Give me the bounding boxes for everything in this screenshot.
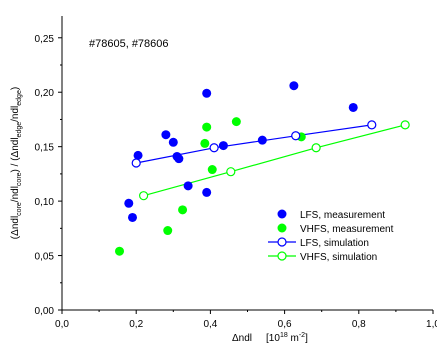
data-point — [200, 138, 210, 148]
data-point — [131, 158, 141, 168]
data-point — [311, 143, 321, 153]
y-tick-label: 0,05 — [35, 252, 55, 263]
x-tick-label: 1,0 — [426, 319, 437, 330]
data-point — [291, 131, 301, 141]
data-point — [115, 246, 125, 256]
x-tick-label: 0,2 — [129, 319, 143, 330]
legend-marker — [277, 209, 287, 219]
y-axis-label: (Δndlcore/ndlcore) / (Δndledge/ndledge) — [10, 87, 23, 239]
legend-label: LFS, simulation — [300, 238, 369, 249]
data-point — [168, 137, 178, 147]
tick-layer: 0,00 0,05 0,10 0,15 0,20 0,25 0,0 0,2 0,4 0,6 0,8 1… — [35, 34, 437, 330]
data-point — [127, 212, 137, 222]
data-point — [257, 135, 267, 145]
data-point — [133, 150, 143, 160]
data-point — [178, 205, 188, 215]
data-point — [348, 102, 358, 112]
data-point — [202, 187, 212, 197]
x-tick-label: 0,6 — [278, 319, 292, 330]
y-tick-label: 0,10 — [35, 197, 55, 208]
data-point — [161, 130, 171, 140]
data-point — [218, 141, 228, 151]
data-point — [139, 191, 149, 201]
data-point — [174, 154, 184, 164]
data-point — [163, 226, 173, 236]
data-point — [367, 120, 377, 130]
y-tick-label: 0,00 — [35, 306, 55, 317]
legend: LFS, measurement VHFS, measurement LFS, si… — [268, 209, 394, 263]
data-point — [226, 167, 236, 177]
data-point — [289, 81, 299, 91]
data-point — [209, 143, 219, 153]
data-point — [400, 120, 410, 130]
data-point — [202, 122, 212, 132]
legend-marker — [277, 237, 287, 247]
series-points — [115, 81, 410, 256]
data-point — [207, 165, 217, 175]
y-tick-label: 0,15 — [35, 143, 55, 154]
chart-annotation: #78605, #78606 — [89, 38, 169, 50]
x-axis-label: Δndl [1018 m-2] — [232, 332, 308, 344]
axes — [61, 16, 433, 311]
data-point — [231, 117, 241, 127]
legend-label: VHFS, simulation — [300, 252, 377, 263]
x-tick-label: 0,4 — [203, 319, 217, 330]
x-tick-label: 0,0 — [55, 319, 69, 330]
y-axis-label-text: (Δndlcore/ndlcore) / (Δndledge/ndledge) — [10, 87, 23, 239]
y-tick-label: 0,20 — [35, 88, 55, 99]
y-tick-label: 0,25 — [35, 34, 55, 45]
data-point — [202, 88, 212, 98]
data-point — [124, 198, 134, 208]
legend-marker — [277, 251, 287, 261]
x-axis-label-text: Δndl [1018 m-2] — [232, 332, 308, 344]
legend-marker — [277, 223, 287, 233]
data-point — [183, 181, 193, 191]
x-tick-label: 0,8 — [352, 319, 366, 330]
legend-label: LFS, measurement — [300, 210, 385, 221]
legend-label: VHFS, measurement — [300, 224, 394, 235]
